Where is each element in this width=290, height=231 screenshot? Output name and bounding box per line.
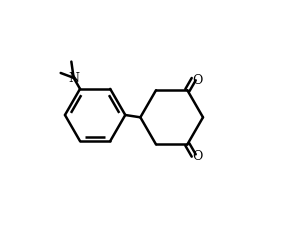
Text: O: O — [192, 149, 202, 162]
Text: N: N — [68, 72, 79, 85]
Text: O: O — [192, 73, 202, 86]
